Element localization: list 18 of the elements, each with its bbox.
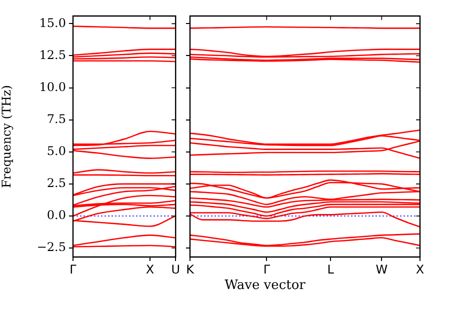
y-tick-label: 12.5 bbox=[39, 48, 66, 62]
y-tick-label: 7.5 bbox=[46, 112, 66, 126]
x-tick-label: U bbox=[171, 262, 180, 276]
x-tick-label: K bbox=[186, 262, 196, 276]
x-tick-label: L bbox=[327, 262, 334, 276]
x-tick-label: Γ bbox=[70, 262, 77, 276]
x-tick-label: W bbox=[376, 262, 388, 276]
x-tick-label: X bbox=[146, 262, 154, 276]
y-tick-label: 5.0 bbox=[46, 144, 66, 158]
y-tick-label: 2.5 bbox=[46, 176, 66, 190]
y-tick-label: 10.0 bbox=[39, 80, 66, 94]
y-tick-label: 15.0 bbox=[39, 16, 66, 30]
y-tick-label: −2.5 bbox=[36, 240, 66, 254]
y-axis-title: Frequency (THz) bbox=[0, 85, 14, 188]
y-tick-label: 0.0 bbox=[46, 208, 66, 222]
x-tick-label: X bbox=[416, 262, 424, 276]
x-tick-label: Γ bbox=[263, 262, 270, 276]
x-axis-title: Wave vector bbox=[224, 278, 306, 293]
